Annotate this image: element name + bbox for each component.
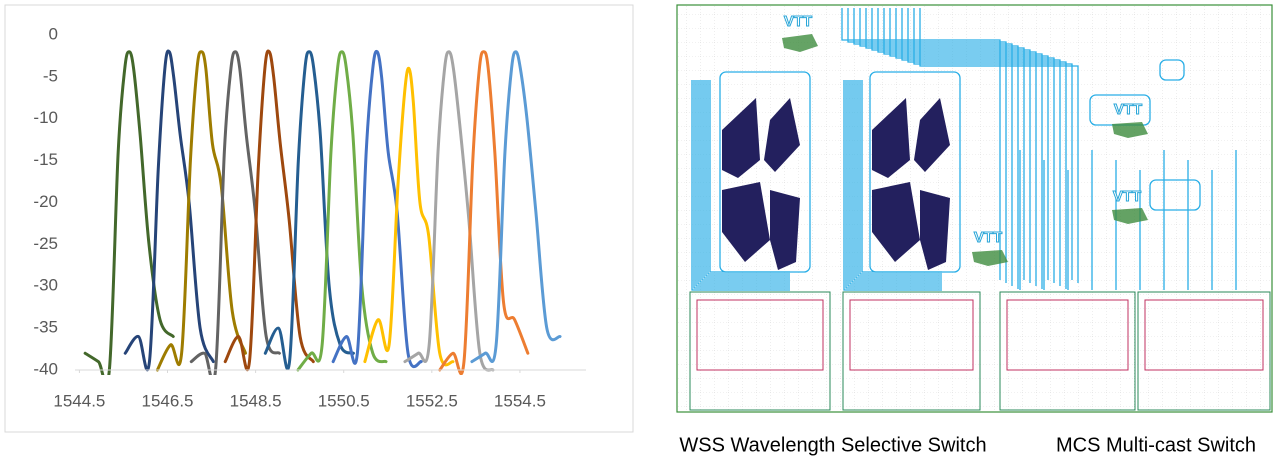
caption: WSS Wavelength Selective Switch — [679, 434, 986, 456]
x-tick-label: 1552.5 — [406, 391, 458, 410]
y-tick-label: -30 — [33, 276, 58, 295]
x-tick-label: 1544.5 — [53, 391, 105, 410]
y-tick-label: -20 — [33, 192, 58, 211]
chip-layout: VTT VTT VTT VTT — [677, 5, 1272, 412]
x-tick-label: 1550.5 — [318, 391, 370, 410]
y-tick-label: -15 — [33, 150, 58, 169]
chart-frame — [5, 5, 633, 432]
logo: VTT — [1113, 188, 1141, 205]
x-tick-label: 1554.5 — [494, 391, 546, 410]
y-tick-label: -5 — [43, 66, 58, 85]
figure: VTT VTT VTT VTT WSS Wavelength Selective… — [0, 0, 1280, 462]
caption: MCS Multi-cast Switch — [1056, 434, 1256, 456]
y-tick-label: -35 — [33, 318, 58, 337]
y-tick-label: -40 — [33, 359, 58, 378]
y-tick-label: 0 — [49, 24, 58, 43]
logo: VTT — [974, 229, 1002, 246]
x-tick-label: 1546.5 — [142, 391, 194, 410]
y-tick-label: -10 — [33, 108, 58, 127]
logo: VTT — [784, 13, 812, 30]
y-tick-label: -25 — [33, 234, 58, 253]
x-tick-label: 1548.5 — [230, 391, 282, 410]
logo: VTT — [1114, 101, 1142, 118]
